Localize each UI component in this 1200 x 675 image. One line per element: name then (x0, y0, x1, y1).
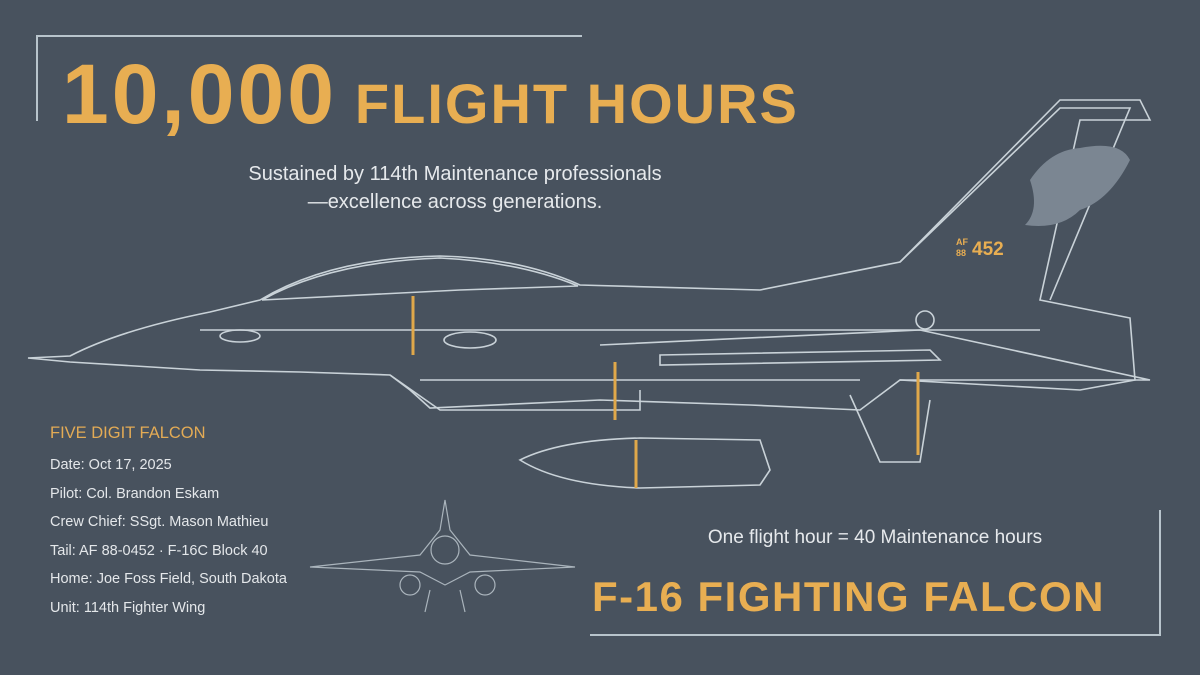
info-pilot: Pilot: Col. Brandon Eskam (50, 485, 220, 502)
frame-left-line (36, 35, 38, 121)
maintenance-ratio: One flight hour = 40 Maintenance hours (707, 527, 1043, 548)
f16-front-view (309, 499, 576, 613)
info-date: Date: Oct 17, 2025 (50, 457, 172, 473)
headline: 10,000 FLIGHT HOURS (62, 52, 799, 136)
tail-number: 452 (972, 239, 1004, 260)
fuel-tank (518, 437, 771, 489)
info-panel: FIVE DIGIT FALCON Date: Oct 17, 2025 Pil… (50, 424, 287, 622)
wing (599, 329, 1151, 381)
tail-fin (899, 107, 1132, 301)
aircraft-name: F-16 FIGHTING FALCON (592, 573, 1105, 620)
frame-top-line (36, 35, 582, 37)
fuselage-outline (27, 99, 1152, 411)
panel-detail (443, 331, 497, 349)
intake (389, 374, 641, 411)
info-home: Home: Joe Foss Field, South Dakota (50, 571, 287, 587)
roundel (915, 310, 935, 330)
tail-prefix-bottom: 88 (956, 248, 966, 258)
subtitle-line-1: Sustained by 114th Maintenance professio… (248, 163, 662, 185)
canopy (261, 257, 579, 301)
info-title: FIVE DIGIT FALCON (50, 424, 206, 442)
frame-right-line (1159, 510, 1161, 636)
headline-number: 10,000 (62, 47, 337, 141)
missile (659, 349, 942, 366)
info-unit: Unit: 114th Fighter Wing (50, 599, 206, 616)
yellow-stripes (411, 296, 920, 488)
info-tail: Tail: AF 88-0452 · F-16C Block 40 (50, 542, 268, 559)
wolf-emblem-icon (1025, 145, 1130, 226)
info-crew-chief: Crew Chief: SSgt. Mason Mathieu (50, 514, 269, 530)
panel-detail (219, 329, 261, 343)
subtitle: Sustained by 114th Maintenance professio… (200, 160, 710, 216)
tail-prefix-top: AF (956, 237, 968, 247)
frame-bottom-line (590, 634, 1161, 636)
ventral-fin (849, 394, 931, 463)
subtitle-line-2: —excellence across generations. (307, 191, 603, 213)
headline-label: FLIGHT HOURS (354, 72, 799, 135)
